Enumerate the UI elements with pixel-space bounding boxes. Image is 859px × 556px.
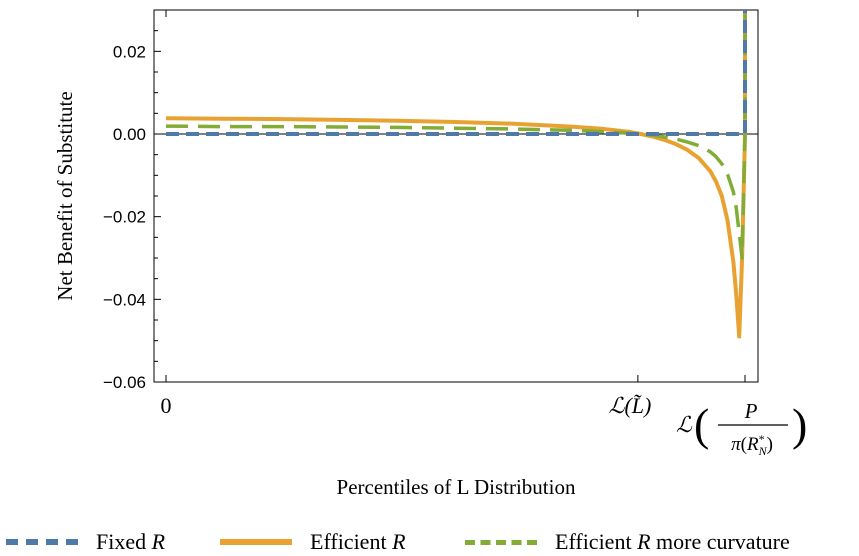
y-tick-label: −0.04 [103,290,146,309]
x-tick-label-lfrac: ℒ ( P π(R* N) ) [676,399,807,458]
legend-swatch-efficient-r [220,539,292,545]
y-tick-label: −0.06 [103,373,146,392]
legend-item-fixed-r: Fixed R [6,528,165,556]
legend-item-efficient-r: Efficient R [220,528,406,556]
legend-label-efficient-r: Efficient R [310,529,406,554]
series-layer [165,10,747,339]
legend-item-efficient-r-curvature: Efficient R more curvature [465,528,790,556]
minor-ticks [154,9,746,383]
svg-text:P: P [744,399,758,423]
svg-text:π(R*N): π(R* N) [731,432,773,458]
y-tick-label: −0.02 [103,208,146,227]
legend-label-efficient-r-curvature: Efficient R more curvature [555,529,790,554]
y-tick-label: 0.00 [113,125,146,144]
y-tick-label: 0.02 [113,42,146,61]
series-line-fixed-r [166,10,747,136]
legend-swatch-efficient-r-curvature [465,539,537,545]
svg-text:ℒ: ℒ [676,412,693,437]
plot-frame [153,9,759,383]
series-line-efficient-r [165,10,747,339]
legend-label-fixed-r: Fixed R [96,529,166,554]
legend: Fixed R Efficient R Efficient R more cur… [0,528,859,556]
svg-text:(: ( [694,399,709,450]
line-chart: 0.02 0.00 −0.02 −0.04 −0.06 0 ℒ(L̃) ℒ ( P π(… [53,9,807,499]
y-tick-labels: 0.02 0.00 −0.02 −0.04 −0.06 [103,42,146,392]
y-axis-title: Net Benefit of Substitute [53,91,77,300]
x-tick-label-0: 0 [161,393,172,418]
x-axis-title: Percentiles of L Distribution [337,475,576,499]
legend-swatch-fixed-r [6,539,78,545]
svg-text:): ) [792,399,807,450]
x-tick-label-ltilde: ℒ(L̃) [609,393,652,418]
series-line-efficient-r-more-curvature [165,10,747,260]
